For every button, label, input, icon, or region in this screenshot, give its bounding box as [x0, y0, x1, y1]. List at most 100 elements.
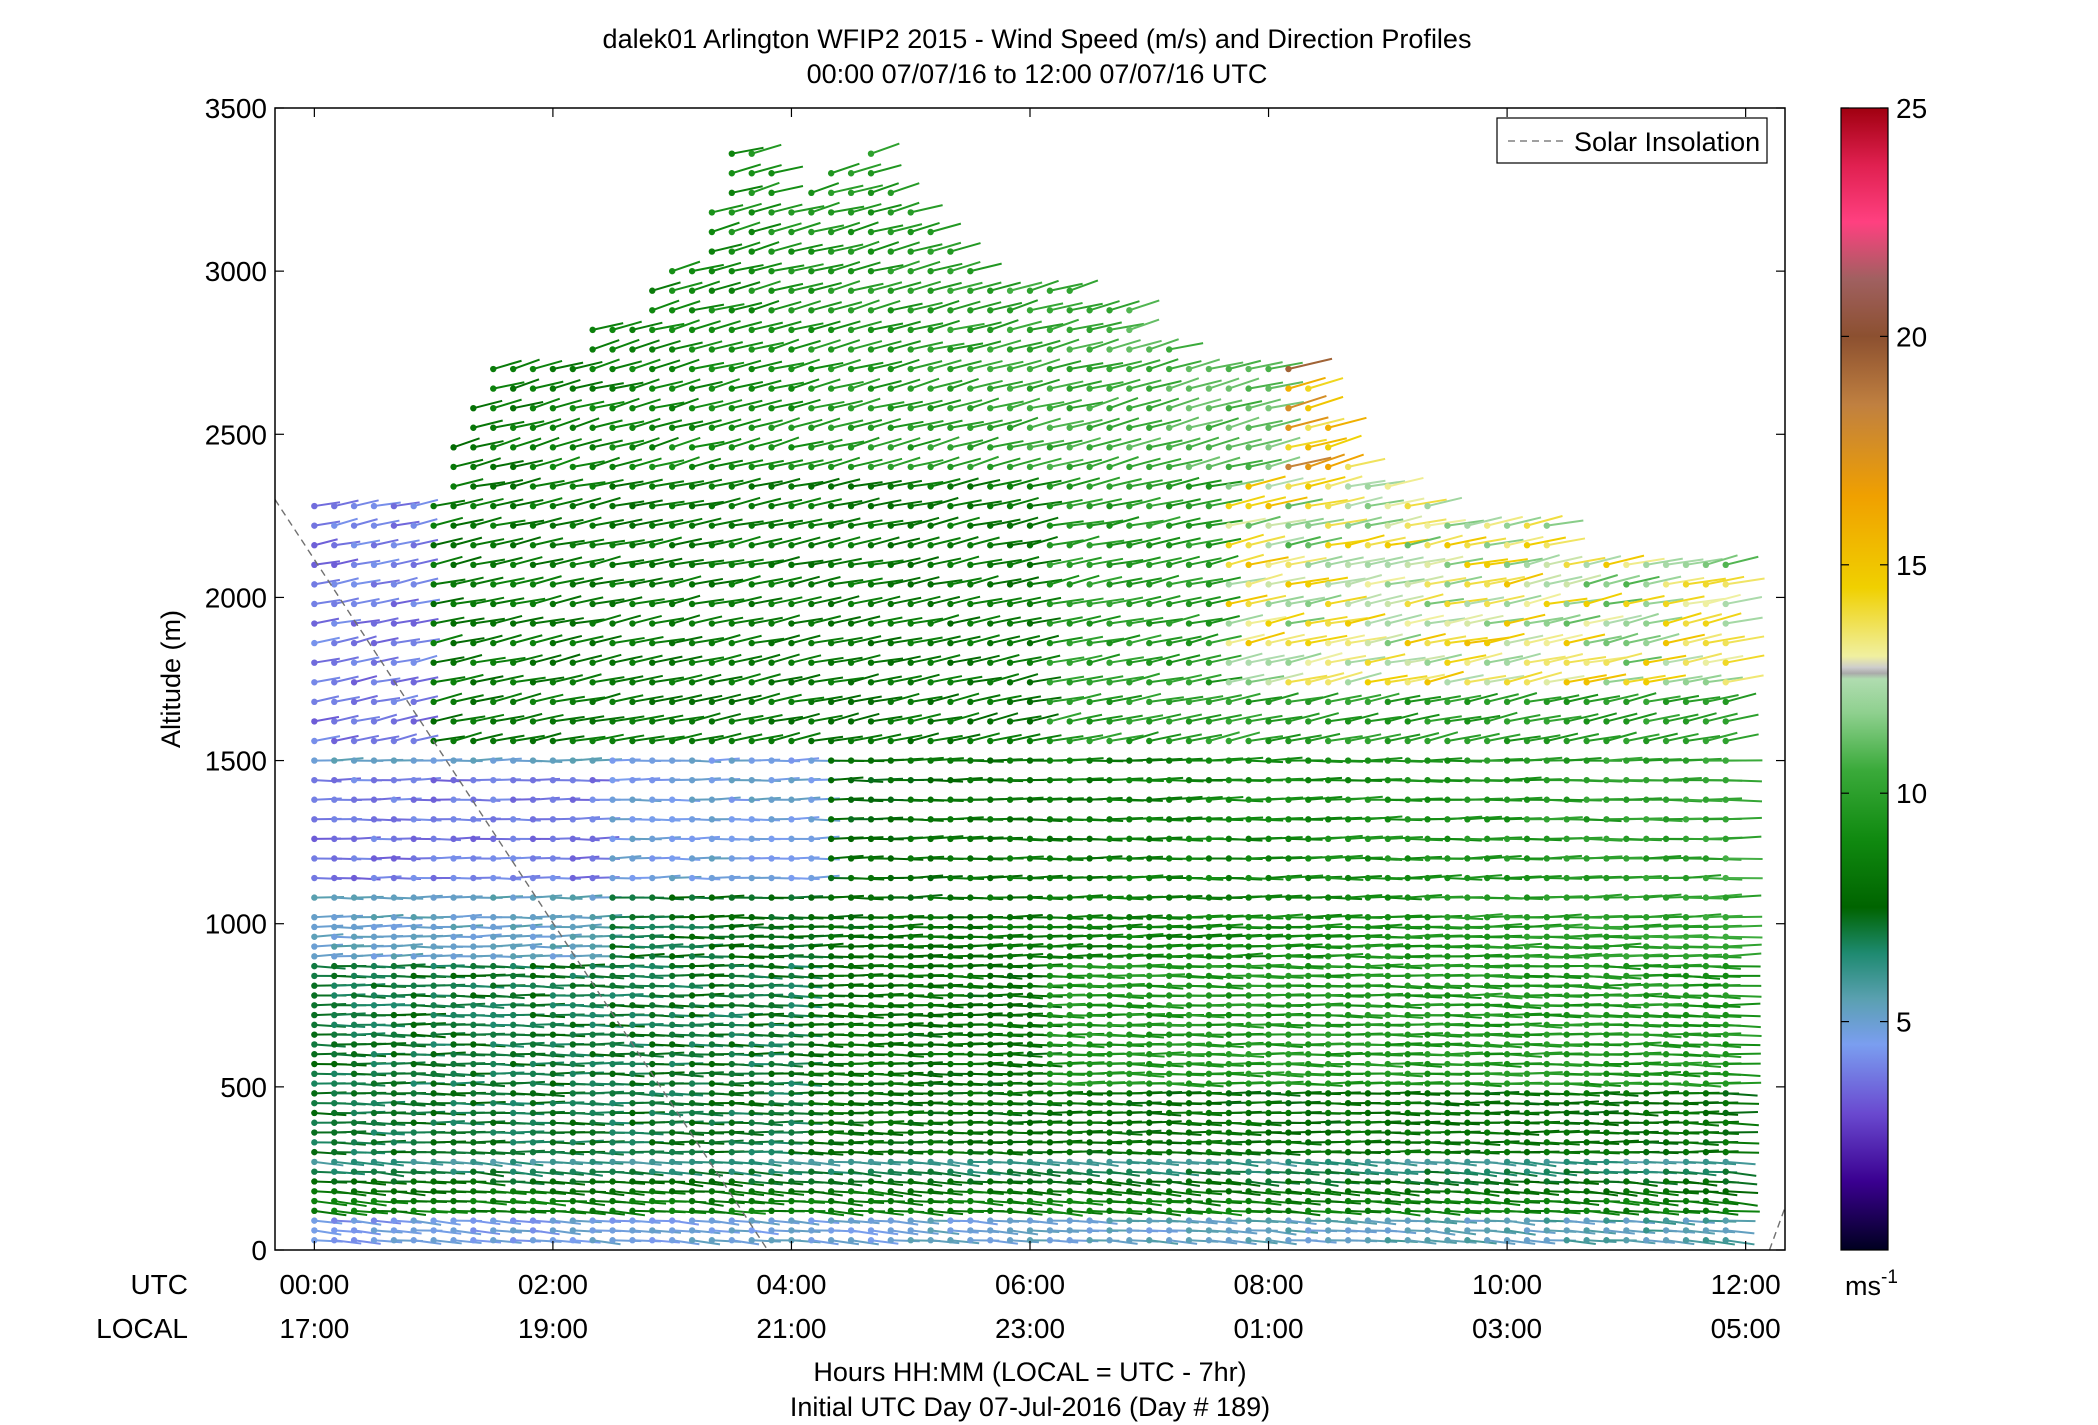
- wind-barb-dot: [708, 874, 716, 882]
- wind-barb-dot: [768, 923, 775, 931]
- wind-barb-dot: [470, 874, 477, 882]
- wind-barb-dot: [470, 796, 477, 803]
- wind-barb: [1009, 556, 1040, 566]
- wind-barb: [632, 1160, 662, 1166]
- wind-barb-dot: [1066, 972, 1073, 980]
- wind-barb: [930, 1190, 963, 1196]
- wind-barb-dot: [927, 679, 934, 686]
- wind-barb-dot: [668, 1041, 676, 1048]
- wind-barb-dot: [827, 385, 835, 392]
- wind-barb-dot: [668, 1168, 676, 1175]
- wind-barb-dot: [847, 522, 855, 529]
- wind-barb-dot: [788, 600, 795, 608]
- wind-barb: [513, 856, 541, 860]
- wind-barb-dot: [847, 1227, 855, 1234]
- wind-barb-dot: [470, 737, 477, 745]
- wind-barb: [632, 1190, 666, 1195]
- wind-barb-dot: [827, 776, 835, 784]
- wind-barb: [691, 340, 723, 351]
- wind-barb-dot: [470, 982, 477, 989]
- wind-barb: [771, 498, 803, 508]
- wind-barb: [413, 734, 439, 742]
- wind-barb: [890, 923, 924, 928]
- wind-barb-dot: [947, 855, 954, 862]
- wind-barb: [612, 539, 645, 547]
- wind-barb-dot: [529, 1227, 537, 1234]
- wind-barb-dot: [688, 1002, 696, 1009]
- wind-barb-dot: [509, 1090, 517, 1097]
- wind-barb-dot: [887, 639, 895, 647]
- wind-barb-dot: [470, 776, 477, 784]
- wind-barb-dot: [529, 1109, 537, 1117]
- wind-barb-dot: [907, 776, 914, 784]
- wind-barb-dot: [1006, 365, 1014, 373]
- wind-barb-dot: [808, 1197, 815, 1205]
- wind-barb-dot: [927, 1129, 934, 1136]
- wind-barb-dot: [987, 1090, 994, 1097]
- wind-barb: [711, 1072, 744, 1077]
- wind-barb: [890, 260, 920, 273]
- wind-barb-dot: [927, 600, 934, 608]
- wind-barb-dot: [470, 1031, 477, 1038]
- wind-barb-dot: [748, 816, 755, 823]
- wind-barb-dot: [668, 1090, 676, 1097]
- wind-barb-dot: [649, 1099, 656, 1107]
- wind-barb-dot: [569, 659, 577, 666]
- wind-barb-dot: [549, 737, 557, 745]
- wind-barb-dot: [1046, 1188, 1054, 1195]
- wind-barb-dot: [847, 894, 855, 901]
- wind-barb-dot: [370, 698, 378, 706]
- wind-barb: [830, 517, 861, 527]
- wind-barb-dot: [490, 923, 497, 931]
- wind-barb-dot: [430, 561, 437, 568]
- wind-barb-dot: [569, 483, 577, 490]
- wind-barb-dot: [827, 307, 835, 314]
- wind-barb-dot: [708, 1197, 716, 1205]
- wind-barb-dot: [410, 1237, 417, 1244]
- wind-barb: [890, 692, 920, 703]
- wind-barb: [751, 438, 783, 449]
- wind-barb: [652, 735, 685, 742]
- wind-barb: [692, 1033, 724, 1038]
- wind-barb: [890, 1053, 924, 1058]
- wind-barb: [731, 955, 765, 959]
- wind-barb-dot: [1066, 1080, 1073, 1087]
- wind-barb-dot: [470, 943, 477, 950]
- wind-barb: [910, 438, 941, 449]
- wind-barb: [532, 537, 564, 547]
- wind-barb: [513, 1063, 546, 1067]
- wind-barb-dot: [589, 1227, 596, 1234]
- wind-barb: [413, 1022, 446, 1026]
- wind-barb-dot: [549, 1227, 557, 1234]
- wind-barb-dot: [688, 1188, 696, 1195]
- wind-barb: [393, 1043, 426, 1048]
- wind-barb: [532, 479, 565, 488]
- wind-barb-dot: [847, 1002, 855, 1009]
- wind-barb-dot: [867, 816, 875, 823]
- wind-barb: [532, 1014, 566, 1019]
- wind-barb-dot: [927, 835, 934, 843]
- wind-barb: [1029, 734, 1062, 742]
- wind-barb: [473, 1151, 506, 1155]
- wind-barb: [433, 616, 465, 625]
- wind-barb-dot: [847, 855, 855, 862]
- wind-barb-dot: [867, 1168, 875, 1175]
- wind-barb: [990, 1180, 1023, 1185]
- wind-barb-dot: [808, 913, 815, 921]
- wind-barb-dot: [569, 1051, 577, 1058]
- wind-barb: [612, 1170, 644, 1176]
- wind-barb: [751, 459, 784, 468]
- wind-barb: [632, 965, 664, 970]
- wind-barb: [652, 856, 681, 860]
- wind-barb-dot: [728, 170, 736, 177]
- wind-barb: [493, 1063, 525, 1067]
- wind-barb-dot: [1006, 698, 1014, 706]
- wind-barb-dot: [490, 1041, 497, 1048]
- wind-barb: [692, 935, 725, 940]
- wind-barb-dot: [947, 982, 954, 989]
- wind-barb-dot: [867, 1002, 875, 1009]
- wind-barb: [731, 221, 761, 233]
- wind-barb: [890, 537, 921, 547]
- wind-barb-dot: [708, 287, 716, 294]
- wind-barb-dot: [987, 923, 994, 931]
